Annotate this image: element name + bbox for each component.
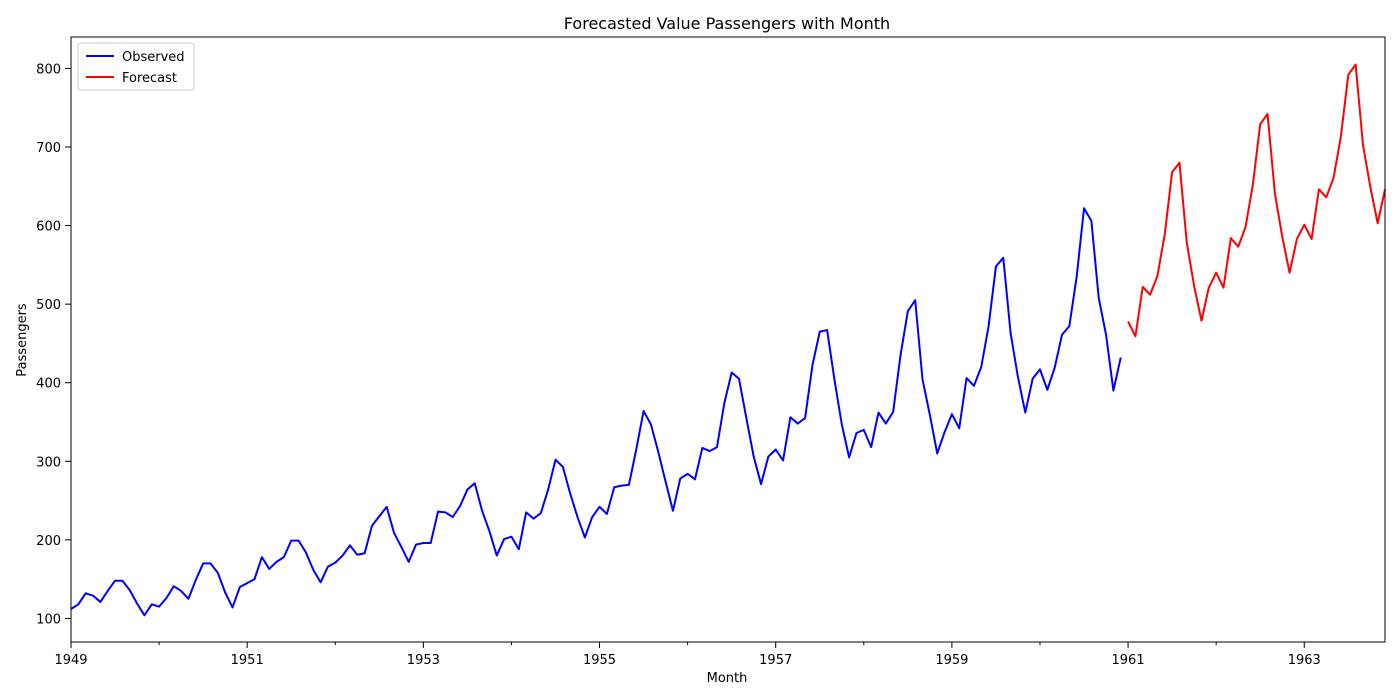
x-tick-label: 1961 [1112, 653, 1145, 668]
x-tick-label: 1953 [407, 653, 440, 668]
y-tick-label: 400 [36, 377, 61, 392]
chart-title: Forecasted Value Passengers with Month [564, 14, 890, 33]
y-axis-label: Passengers [15, 303, 30, 377]
plot-lines [70, 63, 1386, 617]
x-tick-label: 1951 [231, 653, 264, 668]
legend-forecast-label: Forecast [122, 71, 177, 86]
y-axis: 100 200 300 400 500 600 700 800 [36, 62, 71, 627]
x-tick-label: 1955 [583, 653, 616, 668]
x-tick-label: 1949 [54, 653, 87, 668]
plot-frame [70, 36, 1386, 643]
y-tick-label: 300 [36, 455, 61, 470]
legend-box [77, 42, 195, 91]
x-tick-label: 1963 [1288, 653, 1321, 668]
y-tick-label: 100 [36, 612, 61, 627]
y-tick-label: 200 [36, 534, 61, 549]
y-tick-label: 600 [36, 220, 61, 235]
x-tick-label: 1957 [759, 653, 792, 668]
legend: Observed Forecast [77, 42, 195, 91]
series-line-observed [70, 207, 1122, 617]
x-axis-label: Month [707, 671, 748, 686]
x-axis: 1949 1951 1953 1955 1957 1959 1961 1963 [54, 642, 1321, 668]
legend-observed-label: Observed [122, 50, 185, 65]
y-tick-label: 500 [36, 298, 61, 313]
y-tick-label: 800 [36, 62, 61, 77]
y-tick-label: 700 [36, 141, 61, 156]
x-tick-label: 1959 [935, 653, 968, 668]
series-line-forecast [1127, 63, 1386, 338]
